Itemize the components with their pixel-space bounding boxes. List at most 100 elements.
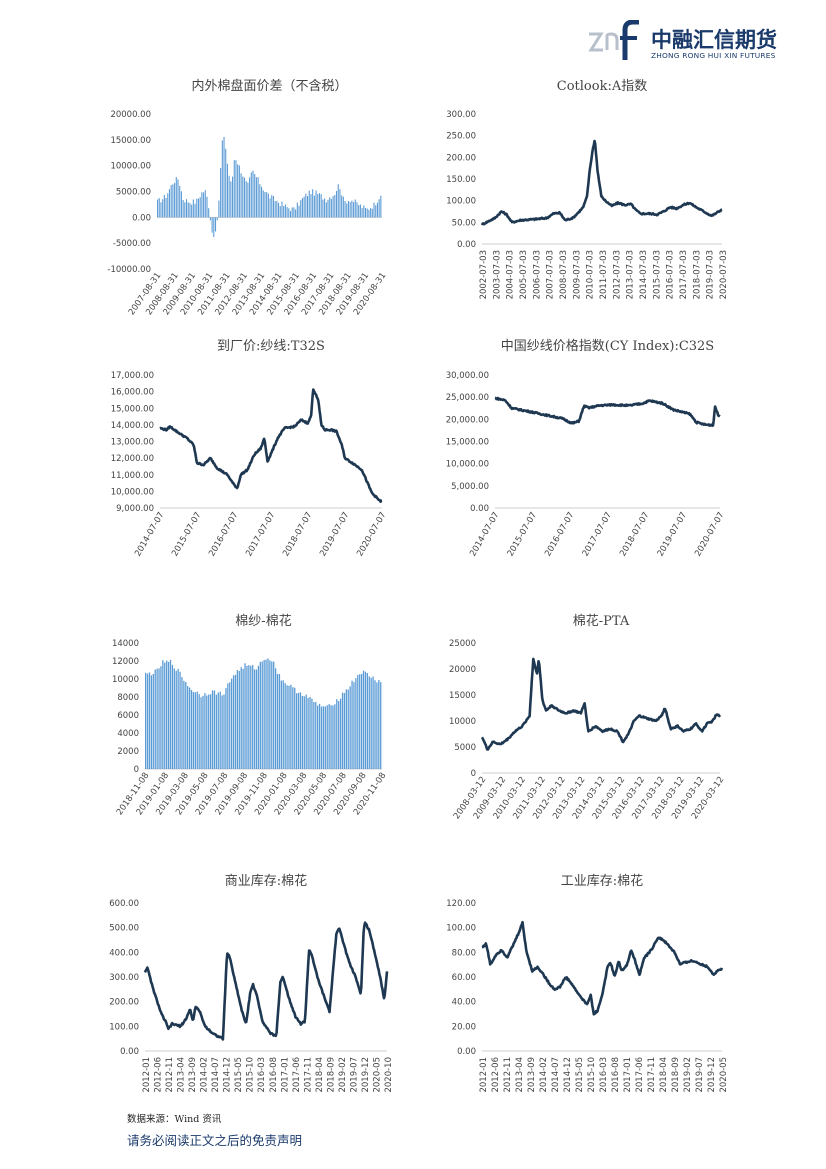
chart-title: 中国纱线价格指数(CY Index):C32S — [501, 338, 714, 354]
bar — [315, 190, 317, 218]
x-tick-label: 2020-05 — [719, 1057, 729, 1093]
x-tick-label: 2012-06 — [154, 1057, 164, 1093]
y-tick-label: 200.00 — [109, 998, 139, 1008]
bar — [242, 668, 244, 769]
bar — [309, 697, 311, 769]
bar — [158, 668, 160, 769]
bar — [250, 172, 252, 218]
series-line — [143, 921, 389, 1041]
bar — [364, 671, 367, 769]
bar — [216, 217, 218, 221]
disclaimer-link[interactable]: 请务必阅读正文之后的免责声明 — [127, 1133, 303, 1148]
bar — [166, 660, 168, 769]
x-tick-label: 2018-07-07 — [618, 511, 651, 559]
bar — [250, 665, 252, 769]
bar — [264, 192, 266, 218]
bar — [179, 185, 181, 218]
chart-t32s-price: 到厂价:纱线:T32S 17,000.00 16,000.00 15,000.00 14… — [111, 339, 389, 558]
bar — [238, 165, 240, 218]
y-tick-label: 40.00 — [452, 998, 476, 1008]
bar — [209, 217, 211, 221]
bar — [297, 692, 300, 769]
y-tick-label: 600.00 — [109, 899, 139, 909]
bar — [349, 686, 351, 769]
bar — [296, 202, 298, 218]
x-tick-label: 2019-07 — [349, 1057, 359, 1093]
bar — [272, 196, 275, 218]
x-tick-label: 2014-07-07 — [468, 511, 501, 559]
bar — [341, 692, 344, 769]
y-tick-label: 13,000.00 — [111, 438, 154, 448]
bar — [214, 217, 217, 232]
x-tick-label: 2012-11 — [503, 1057, 513, 1093]
x-tick-label: 2014-12 — [563, 1057, 573, 1093]
x-tick-label: 2005-07-03 — [519, 250, 529, 299]
bar — [276, 673, 279, 769]
bar — [145, 672, 147, 769]
bar — [374, 680, 376, 769]
bar — [286, 207, 288, 218]
bar — [157, 199, 159, 218]
bar — [299, 692, 302, 769]
y-tick-label: 10000 — [449, 717, 476, 727]
bar — [160, 202, 162, 218]
y-tick-label: 15000 — [449, 691, 476, 701]
bar — [164, 662, 166, 769]
bar — [232, 176, 234, 218]
x-tick-label: 2014-07-03 — [639, 250, 649, 299]
x-tick-label: 2012-01 — [142, 1057, 152, 1093]
bar — [308, 190, 310, 218]
x-tick-label: 2010-07-03 — [586, 250, 596, 299]
bar — [169, 659, 172, 769]
bar — [343, 693, 346, 769]
bar — [167, 661, 170, 769]
bar — [247, 182, 249, 218]
y-tick-label: 0.00 — [470, 504, 489, 514]
y-tick-label: 6000 — [117, 711, 139, 721]
x-tick-label: 2015-07-03 — [652, 250, 662, 299]
x-tick-label: 2018-04 — [659, 1057, 669, 1093]
bar — [354, 199, 356, 218]
bar — [267, 193, 269, 218]
bar — [152, 673, 154, 769]
bar — [150, 675, 153, 769]
bar — [181, 677, 183, 769]
bar — [173, 668, 175, 769]
x-tick-label: 2011-07-03 — [599, 250, 609, 299]
y-tick-label: 25,000.00 — [446, 393, 489, 403]
bar — [332, 705, 334, 769]
bar — [223, 694, 225, 769]
x-tick-label: 2013-09 — [188, 1057, 198, 1093]
x-tick-label: 2019-07 — [695, 1057, 705, 1093]
bar — [255, 669, 258, 769]
y-tick-label: 4000 — [117, 729, 139, 739]
company-logo: 中融汇信期货 ZHONG RONG HUI XIN FUTURES — [587, 20, 787, 68]
bar — [324, 706, 326, 769]
bar — [283, 206, 285, 218]
bar — [188, 687, 191, 769]
bar — [290, 684, 292, 769]
y-tick-label: 12000 — [112, 657, 139, 667]
y-tick-label: 50.00 — [452, 218, 476, 228]
bar — [320, 194, 322, 218]
x-tick-label: 2017-11 — [647, 1057, 657, 1093]
bar — [271, 195, 273, 218]
x-tick-label: 2004-07-03 — [506, 250, 516, 299]
bar-series — [145, 658, 382, 769]
bar — [313, 195, 315, 218]
bar — [174, 182, 176, 218]
y-tick-label: 30,000.00 — [446, 371, 489, 381]
y-tick-label: 500.00 — [109, 924, 139, 934]
bar — [293, 207, 295, 218]
chart-title: 工业库存:棉花 — [561, 873, 643, 889]
bar — [175, 177, 177, 218]
series-line — [481, 920, 724, 1016]
bar — [259, 661, 261, 769]
bar — [366, 672, 369, 769]
series-line — [480, 657, 722, 751]
y-tick-label: 60.00 — [452, 973, 476, 983]
bar — [327, 199, 329, 218]
bar — [233, 160, 235, 218]
bar — [303, 696, 305, 769]
x-tick-label: 2018-09 — [671, 1057, 681, 1093]
